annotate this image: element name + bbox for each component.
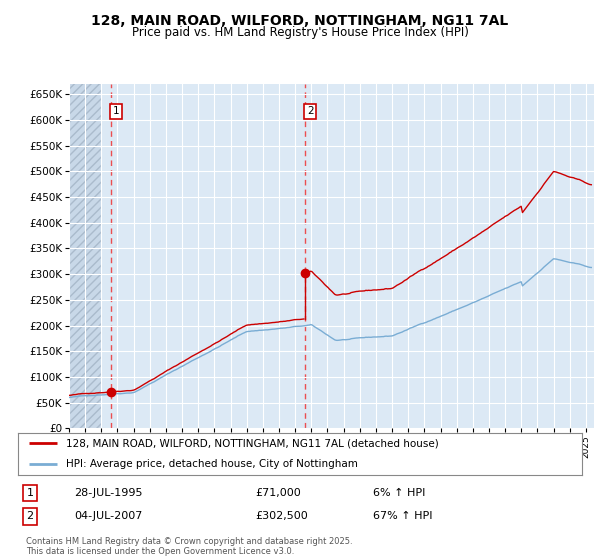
Text: 1: 1 xyxy=(26,488,34,498)
Text: 2: 2 xyxy=(307,106,314,116)
Text: 28-JUL-1995: 28-JUL-1995 xyxy=(74,488,143,498)
Text: 6% ↑ HPI: 6% ↑ HPI xyxy=(373,488,425,498)
Text: 128, MAIN ROAD, WILFORD, NOTTINGHAM, NG11 7AL (detached house): 128, MAIN ROAD, WILFORD, NOTTINGHAM, NG1… xyxy=(66,438,439,449)
Text: 128, MAIN ROAD, WILFORD, NOTTINGHAM, NG11 7AL: 128, MAIN ROAD, WILFORD, NOTTINGHAM, NG1… xyxy=(91,14,509,28)
Text: £71,000: £71,000 xyxy=(255,488,301,498)
Text: HPI: Average price, detached house, City of Nottingham: HPI: Average price, detached house, City… xyxy=(66,459,358,469)
Text: 1: 1 xyxy=(113,106,119,116)
Text: Price paid vs. HM Land Registry's House Price Index (HPI): Price paid vs. HM Land Registry's House … xyxy=(131,26,469,39)
Text: 67% ↑ HPI: 67% ↑ HPI xyxy=(373,511,433,521)
Text: £302,500: £302,500 xyxy=(255,511,308,521)
Text: 2: 2 xyxy=(26,511,34,521)
Text: Contains HM Land Registry data © Crown copyright and database right 2025.
This d: Contains HM Land Registry data © Crown c… xyxy=(26,536,353,556)
Text: 04-JUL-2007: 04-JUL-2007 xyxy=(74,511,143,521)
